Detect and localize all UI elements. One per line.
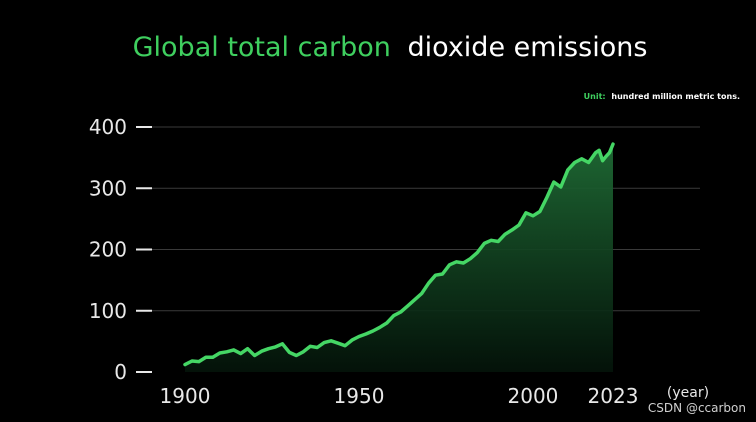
x-tick-label-2023: 2023 — [588, 384, 639, 408]
grid-lines — [140, 126, 700, 312]
unit-label-text: hundred million metric tons. — [611, 92, 740, 101]
y-tick-label-100: 100 — [89, 299, 127, 323]
watermark: CSDN @ccarbon — [648, 401, 746, 415]
x-axis-label: (year) — [667, 385, 709, 401]
emissions-area — [185, 144, 613, 372]
chart-title: Global total carbon dioxide emissions — [133, 32, 648, 63]
emissions-line — [183, 142, 615, 367]
y-tick-label-200: 200 — [89, 238, 127, 262]
chart-title-rest: dioxide emissions — [408, 32, 648, 63]
y-tick-label-400: 400 — [89, 115, 127, 139]
x-tick-label-2000: 2000 — [508, 384, 559, 408]
y-tick-label-0: 0 — [114, 360, 127, 384]
y-axis-ticks: 0 100 200 300 400 — [89, 115, 152, 384]
x-tick-label-1900: 1900 — [160, 384, 211, 408]
x-axis-ticks: 1900 1950 2000 2023 — [160, 384, 639, 408]
x-tick-label-1950: 1950 — [334, 384, 385, 408]
y-tick-label-300: 300 — [89, 176, 127, 200]
unit-label-prefix: Unit: — [584, 92, 606, 101]
chart-title-highlight: Global total carbon — [133, 32, 391, 63]
unit-label: Unit: hundred million metric tons. — [584, 92, 740, 101]
